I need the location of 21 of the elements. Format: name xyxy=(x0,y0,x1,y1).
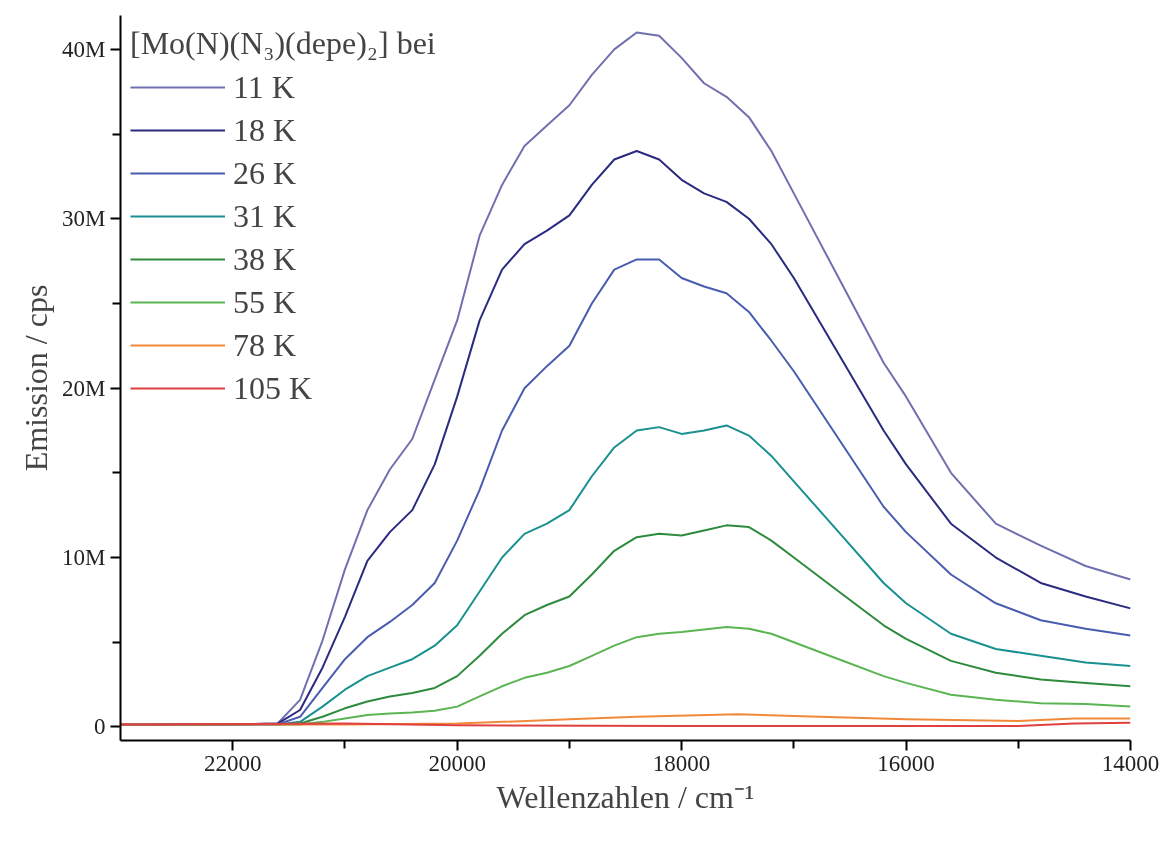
y-tick-label: 10M xyxy=(62,545,106,571)
legend-label: 105 K xyxy=(233,368,313,408)
legend-label: 18 K xyxy=(233,110,297,150)
x-axis-title: Wellenzahlen / cm⁻¹ xyxy=(496,778,755,815)
x-tick-label: 16000 xyxy=(877,750,935,776)
x-tick-label: 18000 xyxy=(652,750,711,776)
y-tick-label: 20M xyxy=(62,375,106,401)
y-tick-label: 40M xyxy=(62,36,106,62)
legend-label: 55 K xyxy=(233,282,297,322)
x-tick-label: 20000 xyxy=(428,750,486,776)
legend-label: 11 K xyxy=(233,67,295,107)
x-tick-label: 14000 xyxy=(1101,750,1160,776)
y-tick-label: 30M xyxy=(62,206,106,232)
y-axis-title: Emission / cps xyxy=(18,284,55,472)
legend-label: 78 K xyxy=(233,325,297,365)
x-tick-label: 22000 xyxy=(203,750,262,776)
y-tick-label: 0 xyxy=(94,714,106,740)
legend-label: 26 K xyxy=(233,153,297,193)
legend-title: [Mo(N)(N₃)(depe)₂] bei xyxy=(130,25,436,62)
legend-label: 38 K xyxy=(233,239,297,279)
legend-label: 31 K xyxy=(233,196,297,236)
